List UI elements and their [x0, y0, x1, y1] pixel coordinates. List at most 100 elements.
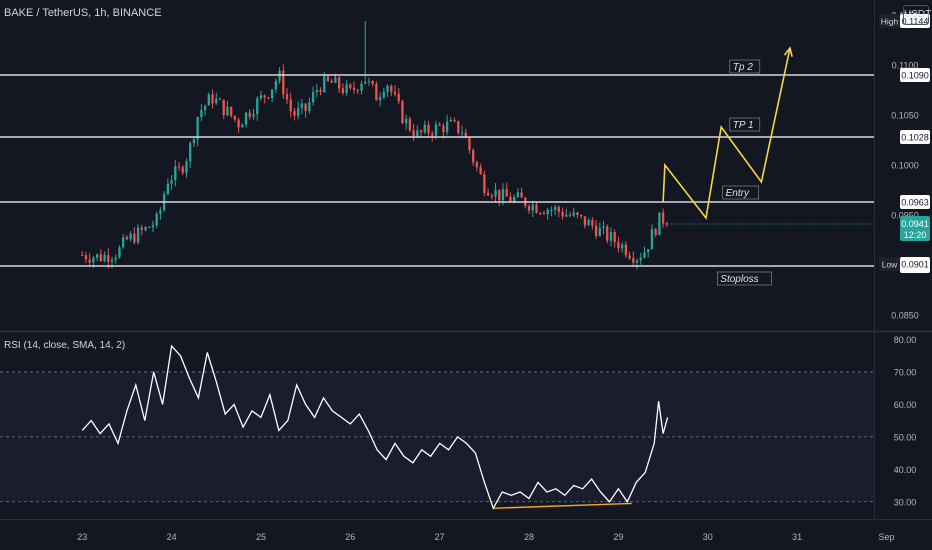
rsi-tick-label: 80.00 — [894, 335, 917, 345]
candle-body — [539, 212, 542, 214]
candle-body — [174, 166, 177, 181]
candle-body — [285, 94, 289, 100]
candle-body — [557, 207, 560, 212]
candle-body — [263, 95, 266, 98]
candle-body — [408, 118, 412, 131]
candle-body — [583, 216, 587, 226]
candle-body — [505, 189, 508, 197]
candle-body — [650, 229, 654, 250]
candle-body — [464, 132, 467, 138]
candle-body — [237, 119, 240, 128]
candle-body — [628, 255, 631, 259]
level-label-text: Tp 2 — [733, 62, 753, 73]
candle-body — [170, 180, 173, 184]
level-price-tag: 0.1090 — [900, 68, 930, 82]
level-price-tag-label: 0.1090 — [901, 71, 929, 81]
bar-countdown: 12:20 — [904, 230, 927, 240]
candle-body — [274, 80, 277, 90]
candle-body — [501, 189, 505, 201]
candle-body — [602, 226, 605, 228]
candle-body — [620, 244, 624, 249]
candle-body — [591, 220, 594, 226]
rsi-divergence-line — [493, 502, 632, 509]
price-tick-label: 0.0850 — [891, 311, 919, 321]
candle-body — [375, 83, 378, 101]
candle-body — [230, 106, 233, 116]
candle-body — [367, 80, 371, 82]
candle-body — [103, 254, 106, 262]
candle-body — [88, 259, 91, 263]
low-marker-label-bg — [879, 257, 900, 271]
time-tick-label: Sep — [879, 532, 895, 542]
candle-body — [382, 91, 385, 98]
level-label-text: Entry — [726, 188, 750, 199]
candle-body — [594, 225, 598, 237]
candle-body — [352, 87, 356, 90]
candle-body — [319, 90, 322, 92]
candle-body — [308, 102, 311, 111]
candle-body — [282, 70, 285, 95]
candle-body — [177, 166, 181, 168]
candle-body — [490, 195, 493, 197]
candle-body — [337, 77, 341, 89]
candle-body — [434, 124, 438, 136]
level-label-box — [716, 271, 772, 286]
candle-body — [386, 85, 389, 92]
candle-body — [561, 211, 564, 217]
candle-body — [218, 98, 222, 100]
candle-body — [233, 115, 237, 120]
candle-body — [300, 103, 304, 109]
low-marker: Low 0.0901 — [879, 257, 930, 271]
candle-body — [427, 124, 430, 134]
price-tick-label: 0.1100 — [892, 61, 919, 71]
candle-body — [259, 95, 263, 99]
candle-body — [512, 196, 516, 202]
symbol-title: BAKE / TetherUS, 1h, BINANCE — [4, 7, 162, 19]
candle-body — [442, 125, 445, 133]
candle-body — [256, 98, 259, 115]
candle-body — [81, 255, 84, 256]
candle-body — [460, 132, 464, 134]
high-marker-label-bg — [879, 14, 900, 28]
currency-selector[interactable]: USDT — [903, 5, 931, 25]
candle-body — [412, 130, 415, 137]
candle-body — [397, 93, 400, 102]
level-price-tag-label: 0.1028 — [901, 133, 929, 143]
candle-body — [371, 80, 374, 84]
candle-body — [483, 174, 486, 193]
candle-body — [665, 223, 668, 225]
candle-body — [472, 150, 475, 163]
rsi-tick-label: 30.00 — [894, 497, 917, 507]
candle-body — [241, 124, 244, 128]
candle-body — [419, 130, 423, 133]
candle-body — [330, 80, 333, 83]
candle-body — [598, 227, 601, 237]
candle-body — [445, 121, 449, 133]
candle-body — [151, 225, 155, 228]
level-label: Entry — [722, 185, 759, 200]
time-tick-label: 30 — [703, 532, 713, 542]
candle-body — [479, 167, 482, 175]
candle-body — [92, 257, 95, 263]
candle-body — [289, 99, 292, 112]
projection-arrowhead — [783, 46, 793, 57]
level-price-tag: 0.0963 — [900, 195, 930, 209]
candle-body — [643, 252, 646, 258]
candle-body — [95, 254, 99, 258]
candle-body — [136, 227, 140, 243]
low-marker-value-bg — [900, 257, 930, 271]
candle-body — [531, 204, 534, 211]
candle-body — [527, 206, 531, 211]
level-price-tag-bg — [900, 130, 930, 144]
candle-body — [632, 258, 635, 263]
candle-body — [226, 106, 229, 116]
candle-body — [572, 212, 575, 216]
level-label-text: Stoploss — [720, 274, 758, 285]
candle-body — [587, 220, 590, 226]
candle-body — [99, 254, 102, 262]
candle-body — [203, 105, 207, 111]
candle-body — [449, 120, 453, 122]
candle-body — [360, 83, 363, 91]
